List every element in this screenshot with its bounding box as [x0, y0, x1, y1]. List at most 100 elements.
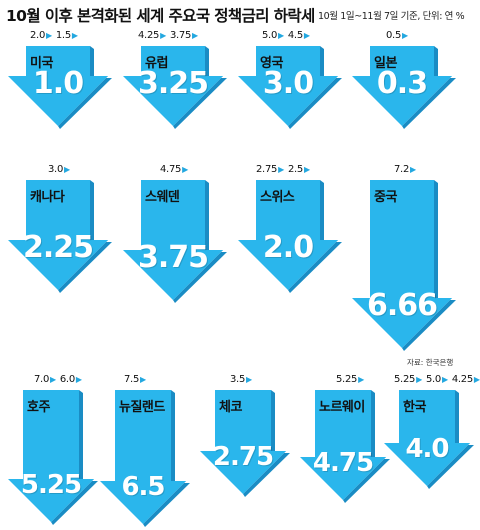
arrow-right-icon: ▶: [278, 165, 284, 174]
current-rate: 4.0: [405, 433, 449, 464]
arrow-right-icon: ▶: [278, 31, 284, 40]
country-name: 일본: [374, 56, 397, 71]
down-arrow-icon: [300, 390, 390, 503]
arrow-right-icon: ▶: [182, 165, 188, 174]
arrow-shadow: [402, 46, 456, 129]
arrow-right-icon: ▶: [192, 31, 198, 40]
down-arrow-icon: [352, 180, 456, 351]
arrow-shape: [300, 390, 386, 500]
down-arrow-icon: [123, 180, 227, 303]
history-value: 5.25: [336, 374, 358, 385]
arrow-right-icon: ▶: [46, 31, 52, 40]
history-value: 3.5: [230, 374, 246, 385]
arrow-right-icon: ▶: [303, 31, 310, 40]
rate-card: 7.2▶ 중국 6.66: [352, 164, 456, 351]
current-rate: 3.0: [262, 65, 314, 101]
arrow-right-icon: ▶: [71, 31, 78, 40]
arrow-shape: [123, 180, 223, 300]
country-name: 한국: [403, 400, 426, 415]
arrow-shape: [100, 390, 186, 524]
down-arrow-icon: [200, 390, 290, 497]
arrow-shape: [352, 180, 452, 348]
arrow-right-icon: ▶: [441, 375, 448, 384]
history-value: 2.0: [30, 30, 46, 41]
arrow-right-icon: ▶: [410, 165, 416, 174]
rate-history: 4.75▶: [160, 164, 192, 175]
down-arrow-icon: [238, 180, 342, 293]
down-arrow-icon: [100, 390, 190, 527]
history-value: 5.0: [425, 374, 441, 385]
rate-card: 5.25▶ 노르웨이 4.75: [300, 374, 390, 503]
current-rate: 2.0: [262, 229, 314, 265]
rate-history: 5.25▶: [336, 374, 368, 385]
current-rate: 2.75: [212, 441, 274, 472]
history-value: 4.75: [160, 164, 182, 175]
history-value: 4.25: [138, 30, 160, 41]
history-value: 4.5: [287, 30, 303, 41]
arrow-shape: [8, 390, 94, 522]
country-name: 스위스: [260, 190, 295, 205]
arrow-shadow: [143, 390, 190, 527]
rate-card: 7.0▶ 6.0▶ 호주 5.25: [8, 374, 98, 525]
arrow-shape: [8, 180, 108, 290]
current-rate: 3.75: [137, 239, 209, 275]
source-note: 자료: 한국은행: [407, 358, 454, 367]
country-name: 중국: [374, 190, 397, 205]
arrow-shape: [238, 46, 338, 126]
current-rate: 6.5: [121, 471, 165, 502]
arrow-right-icon: ▶: [416, 375, 422, 384]
rate-card: 4.25▶ 3.75▶ 유럽 3.25: [123, 30, 227, 129]
country-name: 노르웨이: [319, 400, 365, 415]
rate-card: 2.75▶ 2.5▶ 스위스 2.0: [238, 164, 342, 293]
rate-history: 3.0▶: [48, 164, 74, 175]
rate-card: 5.25▶ 5.0▶ 4.25▶ 한국 4.0: [384, 374, 480, 489]
arrow-shadow: [51, 390, 98, 525]
history-value: 7.5: [124, 374, 140, 385]
rate-card: 3.5▶ 체코 2.75: [200, 374, 290, 497]
country-name: 뉴질랜드: [119, 400, 165, 415]
arrow-right-icon: ▶: [473, 375, 480, 384]
arrow-right-icon: ▶: [303, 165, 310, 174]
arrow-right-icon: ▶: [75, 375, 82, 384]
rate-history: 3.5▶: [230, 374, 256, 385]
arrow-shadow: [173, 180, 227, 303]
current-rate: 2.25: [22, 229, 94, 265]
rate-card: 0.5▶ 일본 0.3: [352, 30, 456, 129]
rate-history: 2.0▶ 1.5▶: [30, 30, 82, 41]
history-value: 2.5: [287, 164, 303, 175]
rate-history: 5.25▶ 5.0▶ 4.25▶: [394, 374, 480, 385]
arrow-shape: [123, 46, 223, 126]
arrow-shadow: [58, 46, 112, 129]
arrow-shape: [352, 46, 452, 126]
arrow-shape: [238, 180, 338, 290]
arrow-right-icon: ▶: [402, 31, 408, 40]
history-value: 4.25: [451, 374, 473, 385]
down-arrow-icon: [8, 180, 112, 293]
rate-history: 7.2▶: [394, 164, 420, 175]
rate-card: 5.0▶ 4.5▶ 영국 3.0: [238, 30, 342, 129]
rate-history: 2.75▶ 2.5▶: [256, 164, 314, 175]
history-value: 7.0: [34, 374, 50, 385]
arrow-right-icon: ▶: [64, 165, 70, 174]
current-rate: 4.75: [312, 447, 374, 478]
history-value: 5.25: [394, 374, 416, 385]
history-value: 6.0: [59, 374, 75, 385]
down-arrow-icon: [238, 46, 342, 129]
history-value: 5.0: [262, 30, 278, 41]
arrow-shape: [200, 390, 286, 494]
down-arrow-icon: [123, 46, 227, 129]
country-name: 유럽: [145, 56, 168, 71]
down-arrow-icon: [8, 390, 98, 525]
country-name: 캐나다: [30, 190, 65, 205]
arrow-shadow: [173, 46, 227, 129]
down-arrow-icon: [384, 390, 474, 489]
down-arrow-icon: [8, 46, 112, 129]
history-value: 2.75: [256, 164, 278, 175]
country-name: 영국: [260, 56, 283, 71]
current-rate: 6.66: [366, 287, 438, 323]
country-name: 호주: [27, 400, 50, 415]
history-value: 3.0: [48, 164, 64, 175]
arrow-right-icon: ▶: [140, 375, 146, 384]
arrow-shadow: [288, 46, 342, 129]
current-rate: 0.3: [376, 65, 428, 101]
